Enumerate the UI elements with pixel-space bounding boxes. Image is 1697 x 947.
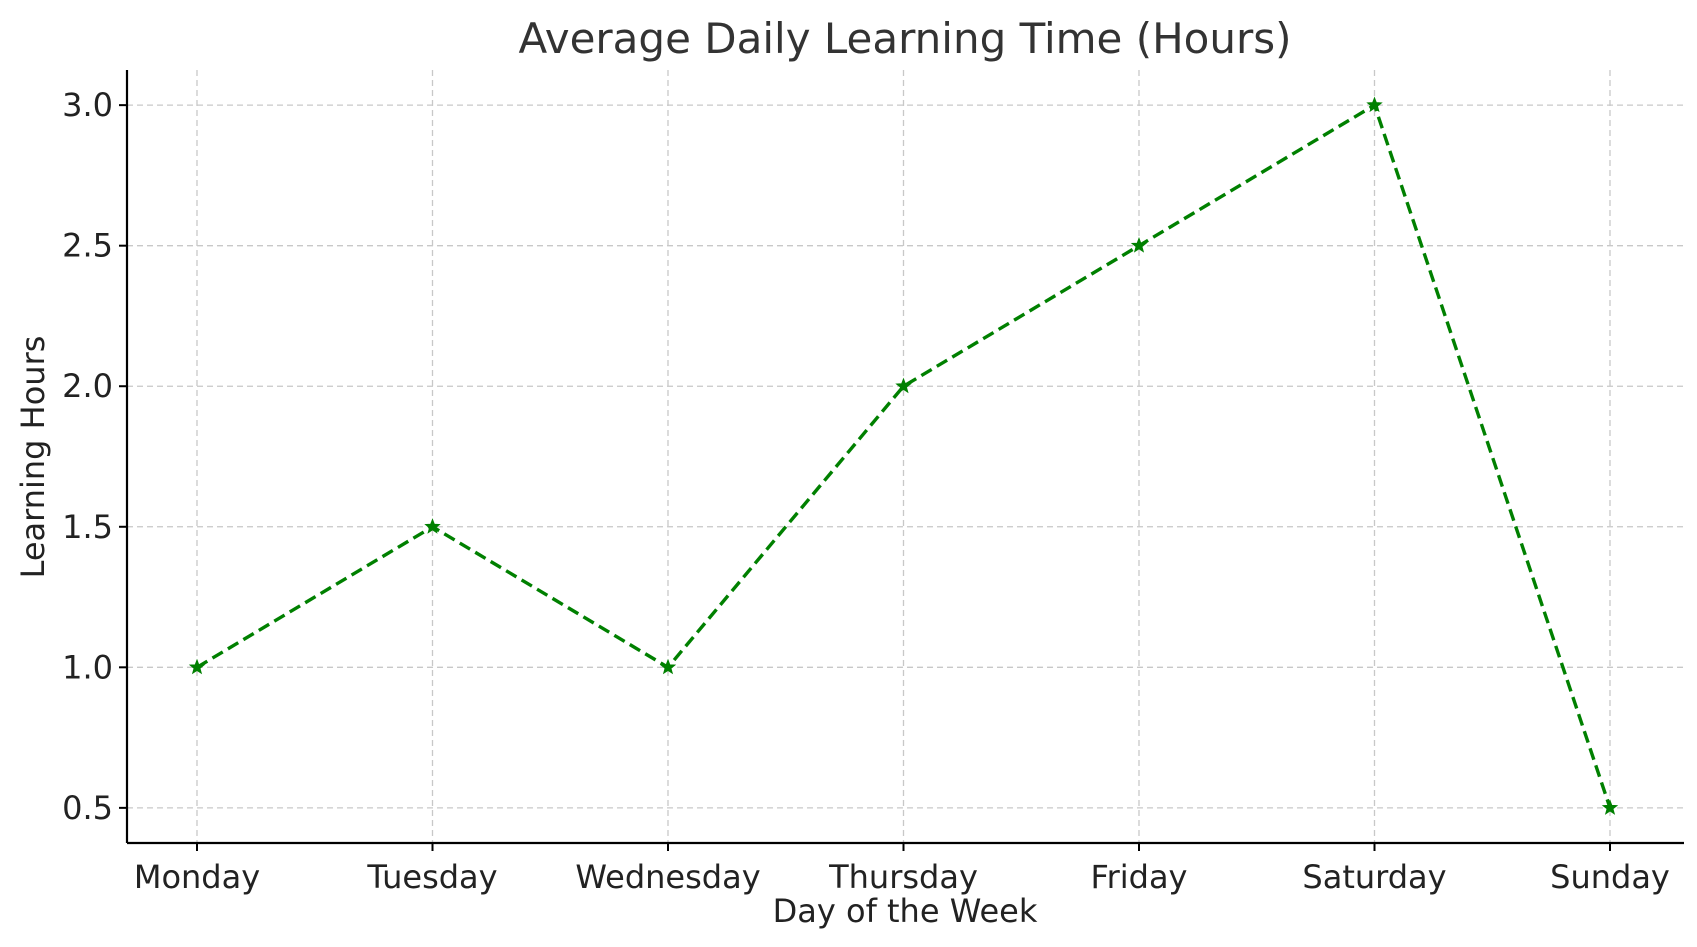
- x-tick-label: Saturday: [1302, 858, 1446, 896]
- y-axis-label: Learning Hours: [14, 336, 52, 579]
- x-tick-label: Thursday: [828, 858, 978, 896]
- x-tick-label: Wednesday: [575, 858, 760, 896]
- grid: [127, 70, 1684, 843]
- x-axis-label: Day of the Week: [773, 892, 1038, 930]
- y-tick-label: 2.5: [62, 227, 113, 265]
- y-tick-label: 3.0: [62, 86, 113, 124]
- y-tick-label: 1.5: [62, 508, 113, 546]
- y-tick-label: 1.0: [62, 648, 113, 686]
- y-tick-label: 0.5: [62, 789, 113, 827]
- x-tick-label: Monday: [134, 858, 260, 896]
- data-point-star: [895, 377, 912, 394]
- data-point-star: [1366, 96, 1383, 113]
- data-point-star: [188, 658, 206, 675]
- data-point-star: [659, 658, 677, 675]
- chart-title: Average Daily Learning Time (Hours): [518, 14, 1291, 63]
- data-point-star: [1130, 237, 1148, 253]
- x-tick-label: Tuesday: [366, 858, 497, 896]
- x-tick-label: Friday: [1091, 858, 1188, 896]
- data-point-star: [424, 518, 441, 534]
- x-tick-label: Sunday: [1550, 858, 1670, 896]
- axes: [125, 70, 1684, 845]
- series: [188, 96, 1619, 815]
- y-tick-label: 2.0: [62, 367, 113, 405]
- ticks: Monday Tuesday Wednesday Thursday Friday Satu…: [62, 86, 1670, 896]
- data-point-star: [1601, 799, 1619, 815]
